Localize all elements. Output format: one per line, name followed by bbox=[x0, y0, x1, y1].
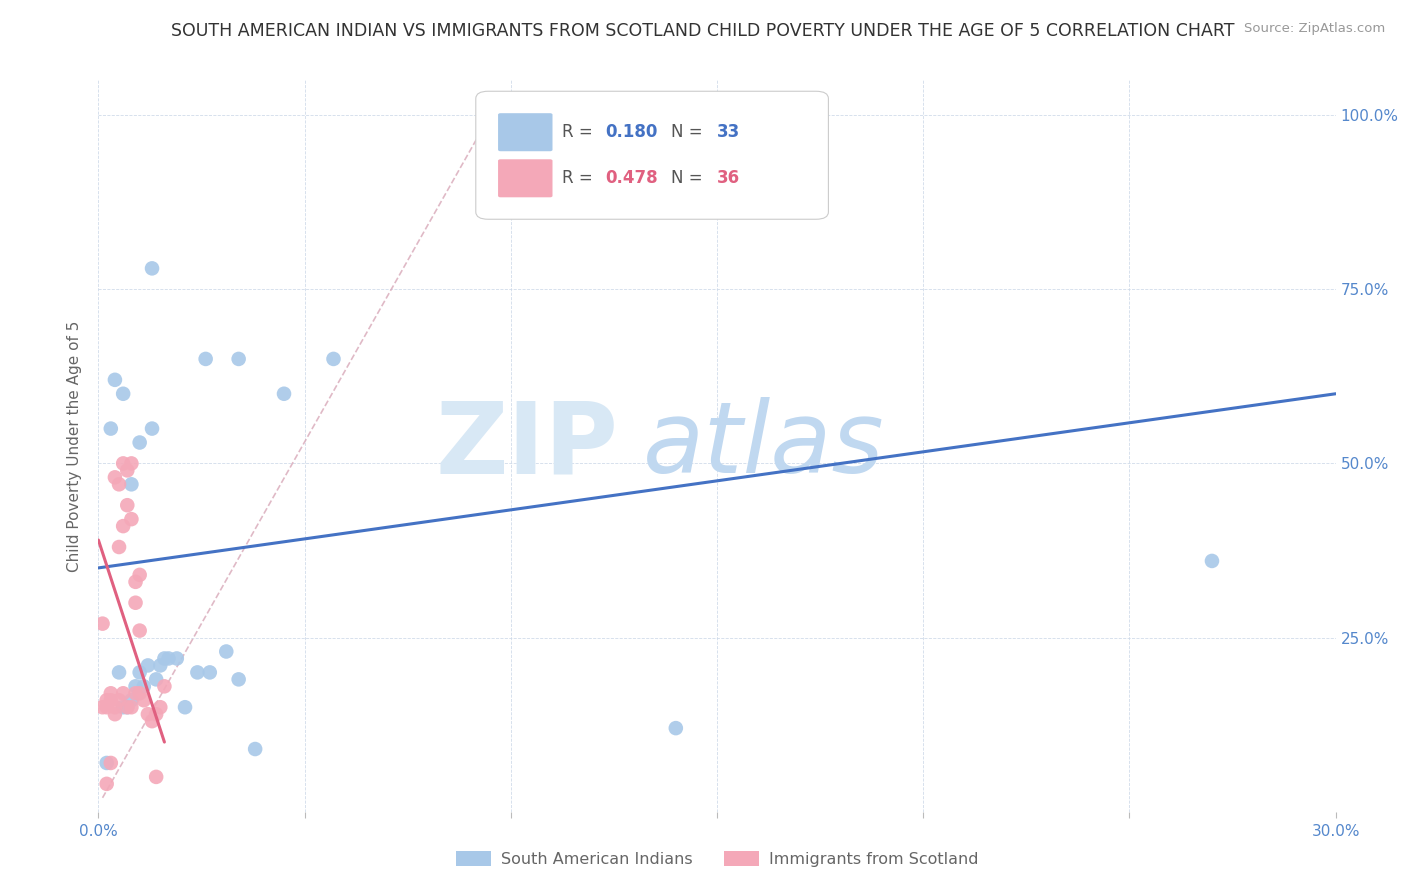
Point bbox=[228, 351, 250, 366]
Point bbox=[1201, 554, 1223, 568]
Point bbox=[120, 700, 142, 714]
Point bbox=[96, 756, 118, 770]
Point bbox=[100, 693, 122, 707]
Point bbox=[104, 373, 127, 387]
Point bbox=[322, 351, 344, 366]
Text: SOUTH AMERICAN INDIAN VS IMMIGRANTS FROM SCOTLAND CHILD POVERTY UNDER THE AGE OF: SOUTH AMERICAN INDIAN VS IMMIGRANTS FROM… bbox=[172, 22, 1234, 40]
Point bbox=[215, 644, 238, 658]
Text: ZIP: ZIP bbox=[436, 398, 619, 494]
Point bbox=[128, 665, 150, 680]
Point bbox=[108, 540, 131, 554]
Point bbox=[96, 700, 118, 714]
Point bbox=[194, 351, 217, 366]
Point bbox=[128, 567, 150, 582]
Point bbox=[157, 651, 180, 665]
Y-axis label: Child Poverty Under the Age of 5: Child Poverty Under the Age of 5 bbox=[67, 320, 83, 572]
Point bbox=[132, 693, 155, 707]
Point bbox=[124, 679, 146, 693]
Point bbox=[96, 777, 118, 791]
Point bbox=[145, 673, 167, 687]
Point bbox=[96, 693, 118, 707]
Point bbox=[186, 665, 208, 680]
Point bbox=[112, 700, 135, 714]
Point bbox=[112, 457, 135, 471]
FancyBboxPatch shape bbox=[475, 91, 828, 219]
Point bbox=[104, 700, 127, 714]
Point bbox=[91, 700, 114, 714]
Point bbox=[124, 574, 146, 589]
Text: N =: N = bbox=[671, 169, 709, 187]
Point bbox=[149, 658, 172, 673]
Point bbox=[100, 756, 122, 770]
Point bbox=[120, 693, 142, 707]
Point bbox=[128, 435, 150, 450]
Text: R =: R = bbox=[562, 169, 599, 187]
Point bbox=[153, 679, 176, 693]
Point bbox=[117, 463, 139, 477]
FancyBboxPatch shape bbox=[498, 160, 553, 197]
Point bbox=[665, 721, 688, 735]
Text: 0.478: 0.478 bbox=[606, 169, 658, 187]
Point bbox=[112, 519, 135, 533]
Point bbox=[91, 616, 114, 631]
Point bbox=[141, 714, 163, 728]
Text: 36: 36 bbox=[717, 169, 740, 187]
Point bbox=[112, 386, 135, 401]
Text: atlas: atlas bbox=[643, 398, 884, 494]
Point bbox=[132, 679, 155, 693]
Text: 0.180: 0.180 bbox=[606, 123, 658, 141]
Point bbox=[108, 665, 131, 680]
Point bbox=[128, 686, 150, 700]
Text: 33: 33 bbox=[717, 123, 741, 141]
Point bbox=[141, 261, 163, 276]
Point bbox=[273, 386, 295, 401]
FancyBboxPatch shape bbox=[498, 113, 553, 152]
Point bbox=[243, 742, 266, 756]
Point bbox=[108, 693, 131, 707]
Point bbox=[120, 457, 142, 471]
Point bbox=[120, 477, 142, 491]
Point bbox=[153, 651, 176, 665]
Point bbox=[145, 770, 167, 784]
Point bbox=[145, 707, 167, 722]
Point bbox=[136, 658, 159, 673]
Point bbox=[166, 651, 188, 665]
Point bbox=[104, 707, 127, 722]
Text: N =: N = bbox=[671, 123, 709, 141]
Point bbox=[117, 498, 139, 512]
Point bbox=[141, 421, 163, 435]
Point bbox=[124, 686, 146, 700]
Point bbox=[112, 686, 135, 700]
Point bbox=[228, 673, 250, 687]
Text: R =: R = bbox=[562, 123, 599, 141]
Point bbox=[100, 421, 122, 435]
Text: Source: ZipAtlas.com: Source: ZipAtlas.com bbox=[1244, 22, 1385, 36]
Point bbox=[128, 624, 150, 638]
Point bbox=[100, 686, 122, 700]
Point bbox=[136, 707, 159, 722]
Point bbox=[124, 596, 146, 610]
Point bbox=[120, 512, 142, 526]
Point bbox=[174, 700, 197, 714]
Point bbox=[117, 700, 139, 714]
Point bbox=[149, 700, 172, 714]
Point bbox=[104, 470, 127, 484]
Point bbox=[117, 700, 139, 714]
Point bbox=[198, 665, 221, 680]
Legend: South American Indians, Immigrants from Scotland: South American Indians, Immigrants from … bbox=[450, 845, 984, 873]
Point bbox=[108, 477, 131, 491]
